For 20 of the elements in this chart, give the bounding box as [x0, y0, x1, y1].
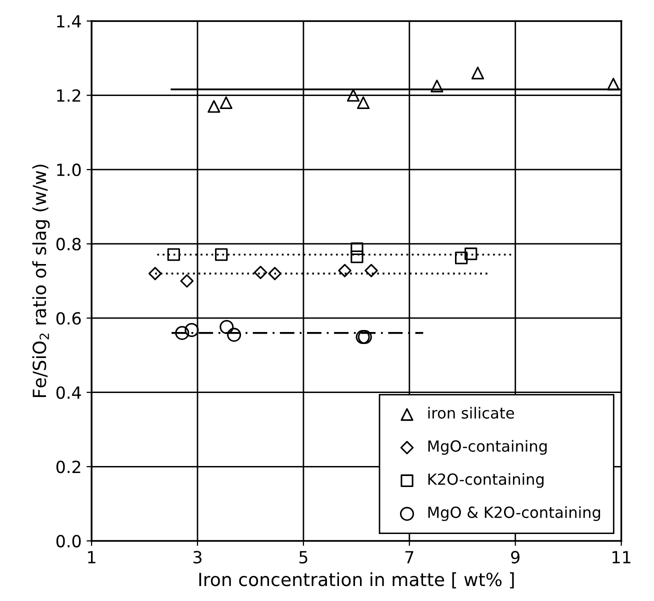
x-axis-title: Iron concentration in matte [ wt% ]: [199, 572, 514, 588]
y-tick-label: 1.2: [57, 89, 80, 102]
x-tick-label: 7: [405, 551, 414, 564]
y-tick-label: 0.2: [56, 460, 80, 474]
y-tick-label: 0.4: [56, 386, 81, 399]
y-tick-label: 0.0: [56, 534, 81, 548]
y-tick-label: 0.8: [56, 238, 81, 250]
y-tick-label: 1.0: [57, 164, 81, 176]
x-tick-label: 9: [511, 550, 520, 564]
x-tick-label: 1: [88, 551, 96, 564]
y-axis-title: Fe/SiO$_{2}$ ratio of slag (w/w): [32, 164, 50, 398]
x-tick-label: 5: [299, 551, 308, 564]
x-tick-label: 11: [612, 551, 630, 564]
y-tick-label: 0.6: [56, 312, 81, 325]
y-tick-label: 1.4: [57, 15, 81, 28]
legend-label: MgO-containing: [428, 440, 547, 455]
x-tick-label: 3: [193, 550, 202, 564]
legend-label: MgO & K2O-containing: [428, 506, 600, 522]
legend-label: K2O-containing: [428, 473, 544, 488]
legend-label: iron silicate: [428, 406, 514, 419]
